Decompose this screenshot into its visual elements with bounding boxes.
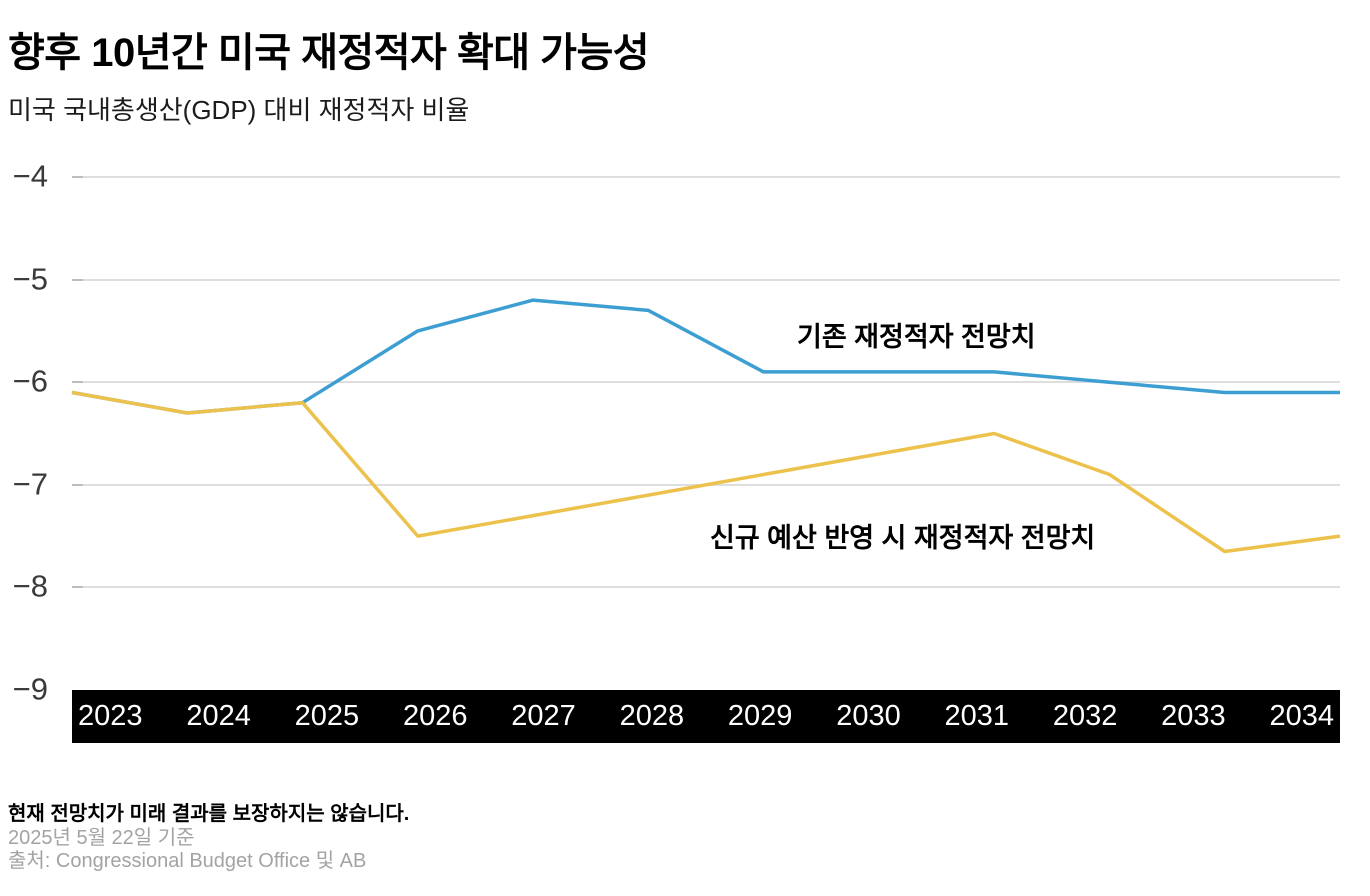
- x-tick-label: 2033: [1161, 700, 1226, 732]
- x-tick-label: 2025: [294, 700, 360, 732]
- axis-tick: [72, 586, 83, 589]
- existing-forecast-label: 기존 재정적자 전망치: [797, 322, 1036, 352]
- x-tick-label: 2024: [186, 700, 251, 732]
- axis-tick: [72, 278, 83, 281]
- gridline: [72, 381, 1340, 384]
- x-tick-label: 2026: [402, 700, 468, 732]
- x-tick-label: 2027: [511, 700, 576, 732]
- gridline: [72, 586, 1340, 589]
- y-tick-label: −4: [12, 158, 48, 194]
- x-tick-label: 2023: [78, 700, 143, 732]
- gridline: [72, 176, 1340, 178]
- new-budget-forecast-label: 신규 예산 반영 시 재정적자 전망치: [710, 523, 1096, 553]
- axis-tick: [72, 176, 83, 178]
- x-tick-label: 2029: [727, 700, 793, 732]
- as-of-date: 2025년 5월 22일 기준: [8, 827, 195, 849]
- x-axis-band: 2023 2024 2025 2026 2027 2028 2029 2030 2031 2032…: [72, 690, 1340, 743]
- x-tick-label: 2031: [944, 700, 1010, 732]
- x-tick-label: 2028: [619, 700, 685, 732]
- x-tick-label: 2032: [1052, 700, 1118, 732]
- axis-tick: [72, 381, 83, 384]
- y-tick-label: −9: [12, 671, 48, 707]
- y-tick-label: −8: [12, 568, 48, 604]
- source-text: 출처: Congressional Budget Office 및 AB: [8, 850, 367, 872]
- new-budget-deficit-forecast-line: [71, 390, 1341, 554]
- y-tick-label: −5: [12, 260, 48, 296]
- page-title: 향후 10년간 미국 재정적자 확대 가능성: [8, 31, 650, 75]
- x-tick-label: 2034: [1269, 700, 1334, 732]
- gridline: [72, 278, 1340, 281]
- existing-deficit-forecast-line: [71, 298, 1340, 415]
- disclaimer-text: 현재 전망치가 미래 결과를 보장하지는 않습니다.: [8, 803, 410, 825]
- chart-subtitle: 미국 국내총생산(GDP) 대비 재정적자 비율: [8, 95, 470, 125]
- y-tick-label: −7: [12, 466, 48, 502]
- x-tick-label: 2030: [836, 700, 901, 732]
- y-tick-label: −6: [12, 363, 48, 399]
- axis-tick: [72, 483, 83, 486]
